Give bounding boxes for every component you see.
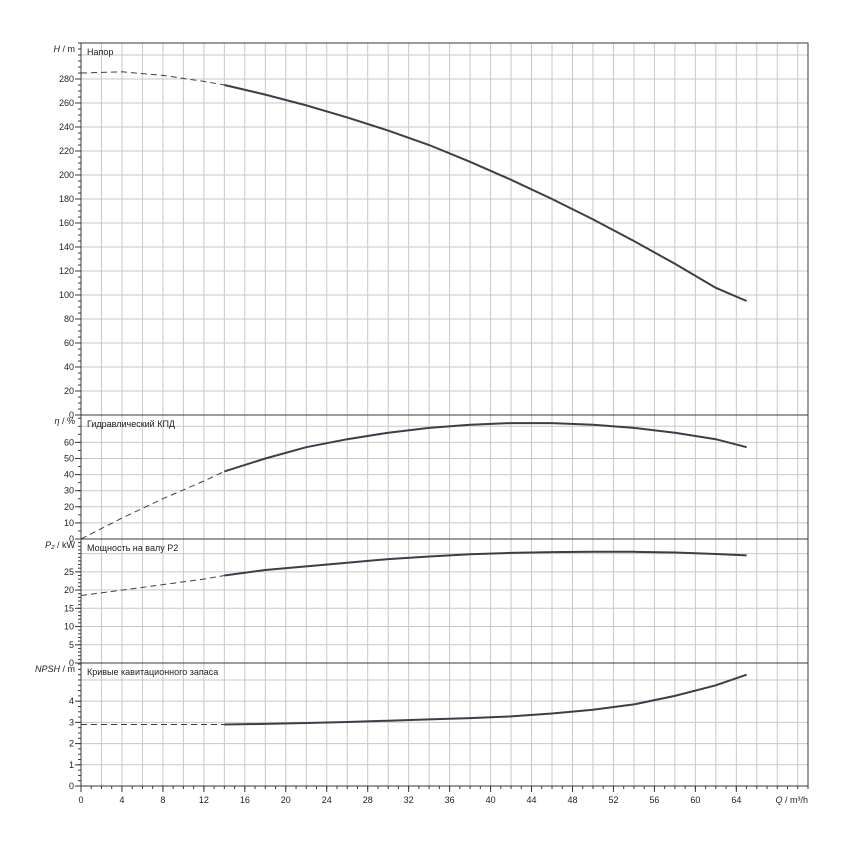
y-tick-label: 0 — [69, 410, 74, 420]
x-axis: 0 4 8 12 16 20 24 28 32 36 40 44 48 52 56 60 64 Q / m³/h — [78, 786, 809, 805]
x-tick-label: 48 — [567, 795, 577, 805]
y-tick-label: 20 — [64, 502, 74, 512]
y-axis-label: η / % — [54, 416, 75, 426]
y-tick-label: 160 — [59, 218, 74, 228]
y-axis-label: NPSH / m — [35, 664, 75, 674]
panel-power: 0 5 10 15 20 25 P₂ / kW Мощность на валу P2 — [45, 538, 809, 668]
y-tick-label: 200 — [59, 170, 74, 180]
y-tick-label: 3 — [69, 717, 74, 727]
x-tick-label: 4 — [119, 795, 124, 805]
x-axis-label: Q / m³/h — [775, 795, 808, 805]
y-axis-unit: / % — [59, 416, 75, 426]
y-tick-label: 15 — [64, 603, 74, 613]
curve-head-extension — [80, 71, 225, 86]
y-tick-label: 1 — [69, 760, 74, 770]
y-axis-label: P₂ / kW — [45, 540, 75, 550]
x-tick-label: 32 — [404, 795, 414, 805]
x-tick-label: 24 — [322, 795, 332, 805]
y-tick-label: 20 — [64, 585, 74, 595]
x-axis-symbol: Q — [775, 795, 782, 805]
x-tick-label: 40 — [486, 795, 496, 805]
x-axis-unit: / m³/h — [782, 795, 808, 805]
y-tick-label: 0 — [69, 658, 74, 668]
y-axis-symbol: P₂ — [45, 540, 55, 550]
curve-efficiency — [224, 422, 747, 473]
y-tick-label: 50 — [64, 453, 74, 463]
y-tick-label: 10 — [64, 518, 74, 528]
panel-title: Гидравлический КПД — [87, 419, 175, 429]
x-tick-label: 16 — [240, 795, 250, 805]
y-tick-label: 0 — [69, 781, 74, 791]
panel-npsh: 0 1 2 3 4 NPSH / m Кривые кавитационного запас… — [35, 662, 809, 791]
y-tick-label: 40 — [64, 470, 74, 480]
panel-frame — [80, 42, 809, 416]
x-tick-label: 56 — [649, 795, 659, 805]
y-tick-label: 120 — [59, 266, 74, 276]
y-axis-unit: / m — [60, 44, 75, 54]
x-tick-label: 0 — [78, 795, 83, 805]
y-tick-label: 25 — [64, 567, 74, 577]
curve-head — [224, 84, 747, 302]
panel-title: Напор — [87, 47, 113, 57]
x-tick-label: 64 — [731, 795, 741, 805]
y-axis-symbol: H — [54, 44, 61, 54]
y-tick-label: 30 — [64, 486, 74, 496]
x-tick-label: 8 — [160, 795, 165, 805]
panel-title: Мощность на валу P2 — [87, 543, 178, 553]
y-axis-label: H / m — [54, 44, 76, 54]
y-axis-unit: / m — [60, 664, 75, 674]
x-tick-label: 44 — [527, 795, 537, 805]
panel-frame — [80, 414, 809, 540]
y-tick-label: 220 — [59, 146, 74, 156]
x-tick-label: 60 — [690, 795, 700, 805]
x-tick-label: 52 — [608, 795, 618, 805]
x-tick-label: 12 — [199, 795, 209, 805]
y-tick-label: 80 — [64, 314, 74, 324]
y-tick-label: 280 — [59, 74, 74, 84]
x-tick-label: 20 — [281, 795, 291, 805]
y-tick-label: 0 — [69, 534, 74, 544]
x-tick-label: 28 — [363, 795, 373, 805]
curve-power-extension — [80, 575, 225, 596]
y-tick-label: 5 — [69, 640, 74, 650]
y-tick-label: 40 — [64, 362, 74, 372]
curve-power — [224, 550, 747, 577]
panel-head: 0 20 40 60 80 100 120 140 160 180 200 220 240 260 280 H… — [54, 42, 809, 420]
panel-title: Кривые кавитационного запаса — [87, 667, 218, 677]
y-tick-label: 240 — [59, 122, 74, 132]
y-axis-symbol: NPSH — [35, 664, 61, 674]
y-axis-unit: / kW — [55, 540, 76, 550]
y-tick-label: 60 — [64, 437, 74, 447]
y-tick-label: 180 — [59, 194, 74, 204]
y-tick-label: 2 — [69, 739, 74, 749]
y-tick-label: 60 — [64, 338, 74, 348]
x-tick-label: 36 — [445, 795, 455, 805]
curve-efficiency-extension — [80, 470, 225, 540]
y-axis-symbol: η — [54, 416, 59, 426]
y-tick-label: 140 — [59, 242, 74, 252]
panel-frame — [80, 662, 809, 787]
y-tick-label: 10 — [64, 622, 74, 632]
y-tick-label: 260 — [59, 98, 74, 108]
y-tick-label: 4 — [69, 696, 74, 706]
curve-npsh — [224, 673, 747, 726]
y-tick-label: 100 — [59, 290, 74, 300]
y-tick-label: 20 — [64, 386, 74, 396]
panel-efficiency: 0 10 20 30 40 50 60 η / % Гидравлический КПД — [54, 414, 809, 544]
